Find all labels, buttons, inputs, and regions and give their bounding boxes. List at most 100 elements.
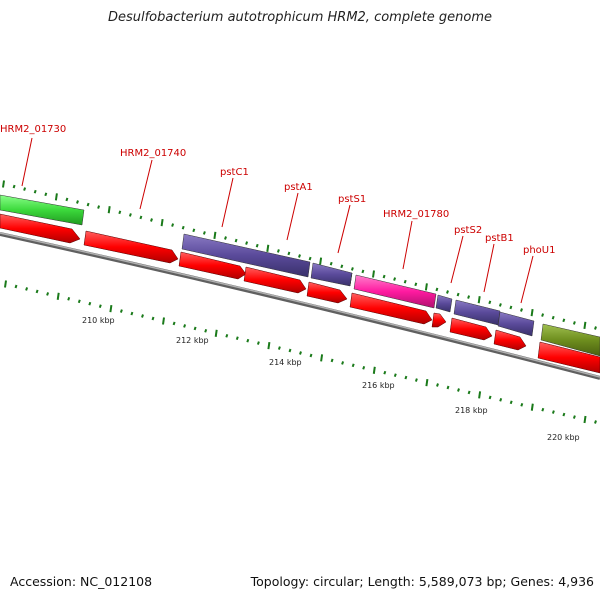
scale-tick <box>4 280 7 288</box>
scale-tick-row <box>4 280 597 424</box>
scale-tick <box>266 244 270 252</box>
scale-tick <box>287 251 291 256</box>
scale-tick <box>562 318 566 323</box>
scale-tick <box>424 283 428 291</box>
scale-tick <box>35 289 39 294</box>
scale-tick <box>139 215 143 220</box>
scale-tick <box>446 385 450 390</box>
kbp-label-214: 214 kbp <box>269 358 302 367</box>
scale-tick <box>436 383 439 387</box>
scale-tick <box>414 378 418 382</box>
gene-label-psts2: pstS2 <box>454 225 482 236</box>
scale-tick <box>150 218 153 222</box>
scale-tick <box>308 256 312 261</box>
cds-arrow <box>431 312 447 328</box>
scale-tick <box>109 304 113 313</box>
cds-arrow <box>243 266 307 294</box>
scale-tick <box>213 231 217 240</box>
scale-tick <box>520 402 524 407</box>
map-title: Desulfobacterium autotrophicum HRM2, com… <box>107 10 493 25</box>
scale-tick <box>530 308 534 317</box>
scale-tick <box>202 231 206 235</box>
cds-arrow <box>0 213 81 244</box>
scale-tick <box>225 333 229 338</box>
scale-tick <box>12 184 16 189</box>
scale-tick <box>393 373 397 378</box>
scale-tick <box>372 270 375 278</box>
cds-track <box>0 213 600 374</box>
scale-tick <box>551 315 555 320</box>
kbp-label-218: 218 kbp <box>455 406 488 415</box>
scale-tick <box>351 363 355 368</box>
scale-tick <box>299 351 302 355</box>
scale-tick <box>457 388 460 392</box>
cds-arrow <box>178 251 247 280</box>
gene-hrm2-01730 <box>0 194 85 226</box>
scale-tick <box>435 287 439 292</box>
scale-tick <box>425 378 429 387</box>
gene-phou1 <box>497 311 535 337</box>
accession-text: Accession: NC_012108 <box>10 574 153 589</box>
scale-tick <box>86 202 90 207</box>
cds-arrow <box>449 317 493 341</box>
scale-tick <box>118 210 122 215</box>
scale-tick <box>541 313 545 317</box>
scale-tick <box>235 336 239 341</box>
scale-tick <box>2 180 5 188</box>
scale-tick <box>361 269 365 274</box>
scale-tick <box>288 348 292 353</box>
cds-arrow <box>83 230 179 264</box>
gene-label-pstc1: pstC1 <box>220 167 249 178</box>
scale-tick <box>160 218 164 227</box>
cds-arrow <box>306 281 348 304</box>
scale-tick <box>320 354 324 362</box>
scale-tick <box>403 279 407 284</box>
scale-tick <box>530 403 534 411</box>
scale-tick <box>467 295 471 299</box>
gene-label-phou1: phoU1 <box>523 245 556 256</box>
gene-olive <box>540 323 600 357</box>
scale-tick <box>204 328 208 333</box>
scale-tick <box>65 197 69 202</box>
scale-tick <box>25 287 29 291</box>
scale-tick <box>214 329 218 337</box>
scale-tick <box>107 206 111 214</box>
scale-tick <box>14 284 18 289</box>
scale-tick <box>119 309 123 313</box>
scale-tick <box>256 341 260 345</box>
scale-tick <box>467 390 471 395</box>
scale-tick <box>277 346 281 350</box>
scale-tick <box>414 282 418 287</box>
cds-arrow <box>493 329 527 351</box>
scale-tick <box>192 228 196 233</box>
scale-tick <box>276 249 280 253</box>
scale-tick <box>488 300 492 305</box>
gene-label-hrm2-01740: HRM2_01740 <box>120 148 186 159</box>
scale-tick <box>499 397 503 402</box>
cds-arrow <box>349 292 433 325</box>
gene-hrm2-01780 <box>353 274 437 309</box>
scale-tick <box>130 311 134 316</box>
scale-tick <box>151 316 155 321</box>
scale-tick <box>56 292 60 300</box>
scale-tick <box>255 243 259 248</box>
scale-tick <box>340 264 344 269</box>
scale-tick <box>446 290 449 294</box>
scale-tick <box>77 299 81 304</box>
scale-tick <box>583 415 587 424</box>
scale-tick <box>372 366 376 374</box>
scale-tick <box>88 301 92 306</box>
gene-track <box>0 194 600 357</box>
scale-tick <box>309 353 313 358</box>
scale-tick <box>298 254 301 258</box>
scale-tick <box>76 200 79 204</box>
scale-tick <box>551 410 555 414</box>
scale-tick <box>541 407 545 412</box>
scale-tick <box>509 400 513 405</box>
scale-tick <box>594 420 597 424</box>
scale-tick <box>193 326 197 331</box>
scale-tick <box>383 370 387 375</box>
scale-tick <box>98 304 102 309</box>
gene-pstc1 <box>181 233 311 278</box>
